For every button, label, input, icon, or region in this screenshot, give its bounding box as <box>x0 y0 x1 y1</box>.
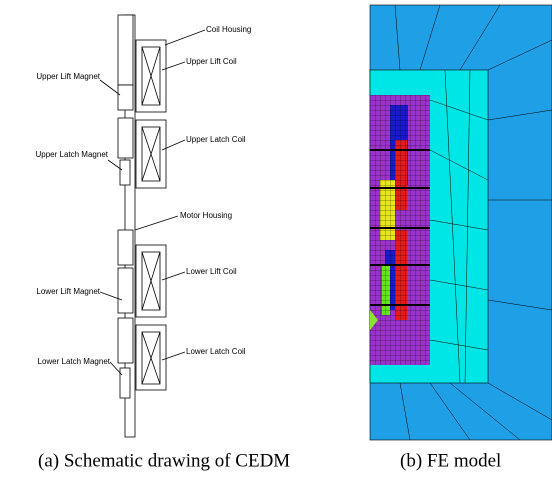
label: Upper Latch Magnet <box>36 150 109 159</box>
label: Lower Lift Magnet <box>36 287 100 296</box>
figure-canvas: Coil Housing Upper Lift Coil Upper Lift … <box>0 0 552 478</box>
magnet <box>118 230 133 265</box>
label: Lower Lift Coil <box>186 267 237 276</box>
label: Upper Lift Coil <box>186 57 237 66</box>
magnet <box>118 318 133 363</box>
caption: (b) FE model <box>400 450 501 471</box>
schematic: Coil Housing Upper Lift Coil Upper Lift … <box>36 15 252 437</box>
label: Coil Housing <box>206 25 251 34</box>
lower-latch-magnet <box>120 368 130 398</box>
label: Upper Latch Coil <box>186 135 246 144</box>
label: Lower Latch Magnet <box>38 357 111 366</box>
figure: Coil Housing Upper Lift Coil Upper Lift … <box>0 0 552 478</box>
upper-latch-magnet <box>120 160 130 185</box>
label: Motor Housing <box>180 211 232 220</box>
label: Upper Lift Magnet <box>36 72 100 81</box>
caption: (a) Schematic drawing of CEDM <box>38 450 290 471</box>
fe-model <box>370 5 552 440</box>
upper-lift-magnet <box>118 85 133 110</box>
label: Lower Latch Coil <box>186 347 246 356</box>
magnet <box>118 118 133 158</box>
lower-lift-magnet <box>118 268 133 313</box>
housing-top <box>118 15 133 85</box>
mesh <box>370 95 430 365</box>
